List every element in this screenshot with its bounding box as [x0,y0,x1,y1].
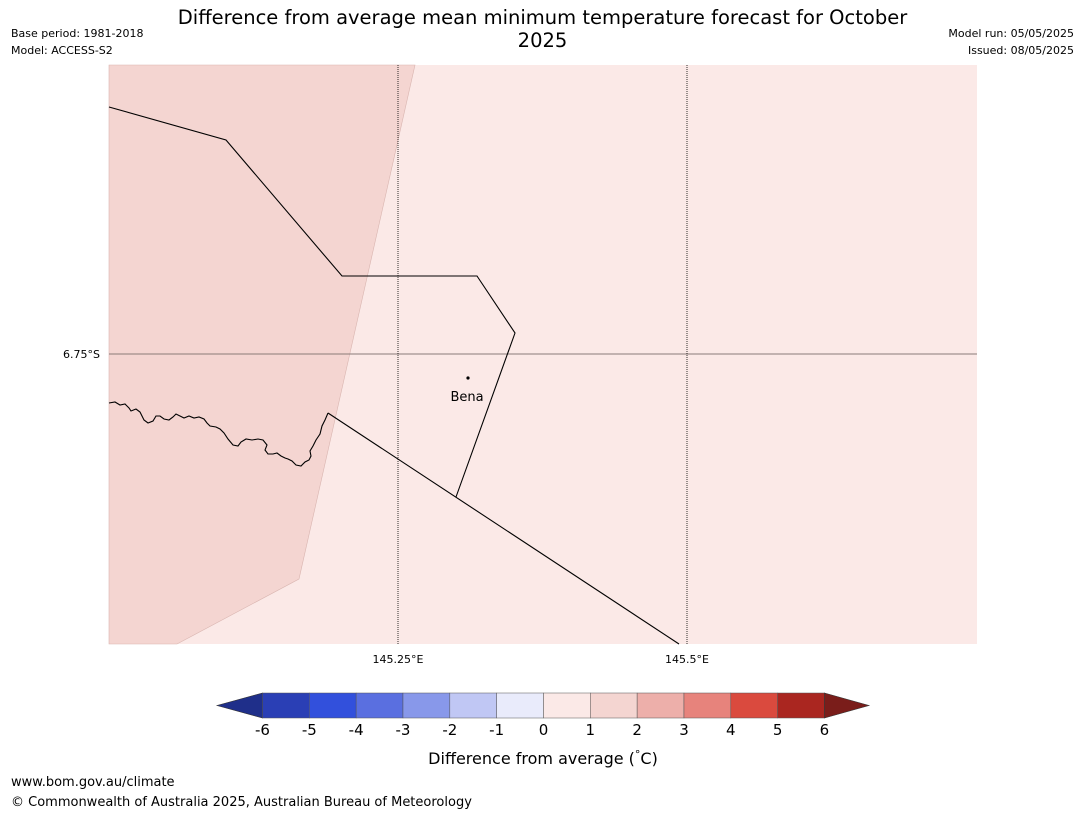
longitude-label-145-5: 145.5°E [665,653,709,666]
colorbar-tick-label: 5 [773,721,783,739]
map-title: Difference from average mean minimum tem… [177,6,908,52]
colorbar-tick-label: 0 [539,721,549,739]
province-boundary-west [108,401,329,467]
town-label: Bena [450,390,483,405]
model-name-text: Model: ACCESS-S2 [11,44,113,57]
colorbar [215,692,871,719]
colorbar-swatch [683,692,732,719]
colorbar-swatch [777,692,825,719]
issued-text: Issued: 08/05/2025 [967,44,1074,57]
run-info: Model run: 05/05/2025 Issued: 08/05/2025 [948,25,1074,59]
colorbar-swatch [636,692,685,719]
colorbar-swatch [262,692,310,719]
colorbar-tick-label: -3 [396,721,411,739]
colorbar-tick-label: -5 [302,721,317,739]
colorbar-swatch [402,692,451,719]
colorbar-arrow-high [824,692,871,719]
colorbar-tick-label: -1 [489,721,504,739]
model-info: Base period: 1981-2018 Model: ACCESS-S2 [11,25,143,59]
province-boundary-north [108,106,516,498]
colorbar-swatch [449,692,497,719]
colorbar-tick-label: 1 [586,721,596,739]
colorbar-tick-label: 4 [726,721,736,739]
colorbar-tick-label: -2 [442,721,457,739]
colorbar-arrow-low [215,692,263,719]
colorbar-tick-label: 2 [632,721,642,739]
colorbar-swatch [496,692,544,719]
colorbar-tick-label: 6 [820,721,830,739]
province-boundary-south [327,412,680,645]
colorbar-label: Difference from average (°C) [428,748,658,768]
longitude-label-145-25: 145.25°E [373,653,424,666]
colorbar-tick-label: -4 [349,721,364,739]
footer-url[interactable]: www.bom.gov.au/climate [11,775,175,790]
colorbar-swatch [590,692,638,719]
colorbar-swatch [730,692,778,719]
colorbar-tick-labels: -6 -5 -4 -3 -2 -1 0 1 2 3 4 5 6 [255,721,829,739]
colorbar-swatch [543,692,591,719]
colorbar-tick-label: 3 [679,721,689,739]
town-marker [466,376,470,380]
latitude-label: 6.75°S [63,348,100,361]
model-run-text: Model run: 05/05/2025 [948,27,1074,40]
colorbar-swatch [355,692,404,719]
colorbar-swatch [309,692,357,719]
base-period-text: Base period: 1981-2018 [11,27,144,40]
footer-copyright: © Commonwealth of Australia 2025, Austra… [11,795,472,810]
colorbar-tick-label: -6 [255,721,270,739]
